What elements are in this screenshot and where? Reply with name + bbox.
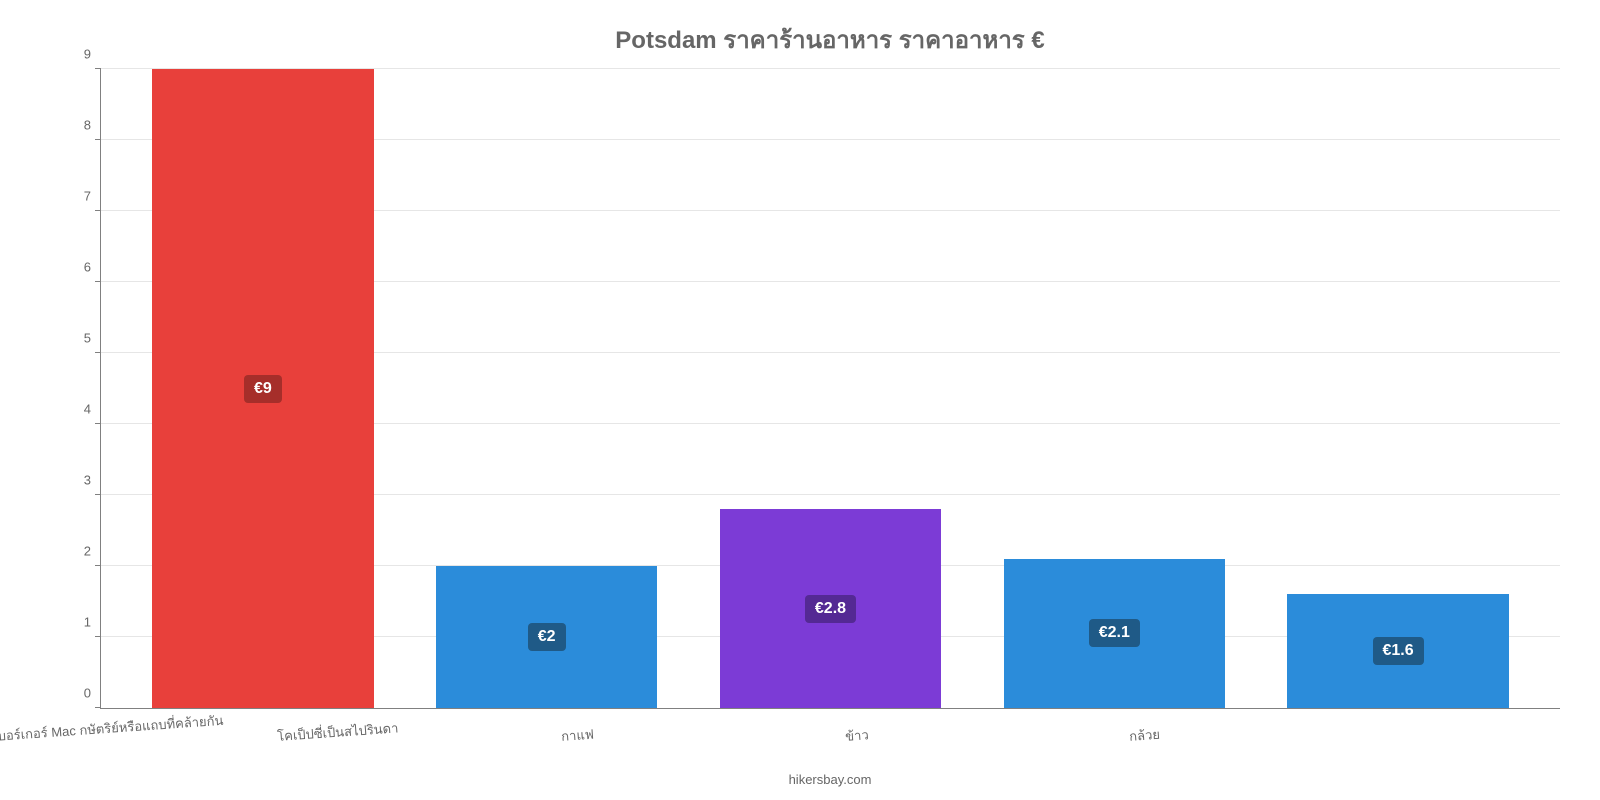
y-tick-label: 4 (66, 402, 91, 417)
plot-area: 0123456789€9€2€2.8€2.1€1.6 (100, 69, 1560, 709)
x-tick-label: กล้วย (1129, 706, 1414, 747)
bar-slot: €1.6 (1256, 69, 1540, 708)
bar-value-label: €2.1 (1089, 619, 1140, 647)
x-axis-labels: เบอร์เกอร์ Mac กษัตริย์หรือแถบที่คล้ายกั… (100, 717, 1560, 738)
y-tick-mark (95, 281, 101, 282)
chart-container: Potsdam ราคาร้านอาหาร ราคาอาหาร € 0 1 2 3 4 5… (0, 0, 1600, 800)
y-tick-label: 7 (66, 189, 91, 204)
bar-value-label: €1.6 (1373, 637, 1424, 665)
bar-value-label: €2 (528, 623, 566, 651)
y-tick-mark (95, 352, 101, 353)
bar: €2 (436, 566, 657, 708)
y-tick-mark (95, 423, 101, 424)
bar-slot: €9 (121, 69, 405, 708)
y-tick-mark (95, 68, 101, 69)
y-tick-mark (95, 565, 101, 566)
y-tick-label: 8 (66, 118, 91, 133)
x-tick-label: เบอร์เกอร์ Mac กษัตริย์หรือแถบที่คล้ายกั… (0, 706, 277, 747)
bar-slot: €2.8 (689, 69, 973, 708)
bar-value-label: €9 (244, 375, 282, 403)
bar-slot: €2 (405, 69, 689, 708)
y-tick-mark (95, 139, 101, 140)
y-tick-label: 1 (66, 615, 91, 630)
y-tick-mark (95, 210, 101, 211)
y-tick-label: 9 (66, 47, 91, 62)
bar: €1.6 (1287, 594, 1508, 708)
bar-value-label: €2.8 (805, 595, 856, 623)
y-tick-label: 3 (66, 473, 91, 488)
x-tick-label: โคเป็ปซี่เป็นสไปรินดา (277, 706, 562, 747)
y-tick-mark (95, 636, 101, 637)
chart-title: Potsdam ราคาร้านอาหาร ราคาอาหาร € (100, 20, 1560, 59)
y-tick-label: 2 (66, 544, 91, 559)
x-tick-label: กาแฟ (561, 706, 846, 747)
bar: €9 (152, 69, 373, 708)
bar: €2.1 (1004, 559, 1225, 708)
bar: €2.8 (720, 509, 941, 708)
y-tick-label: 5 (66, 331, 91, 346)
bar-slot: €2.1 (972, 69, 1256, 708)
y-tick-mark (95, 707, 101, 708)
y-tick-label: 0 (66, 686, 91, 701)
y-tick-label: 6 (66, 260, 91, 275)
chart-footer: hikersbay.com (100, 772, 1560, 787)
y-tick-mark (95, 494, 101, 495)
x-tick-label: ข้าว (845, 706, 1130, 747)
